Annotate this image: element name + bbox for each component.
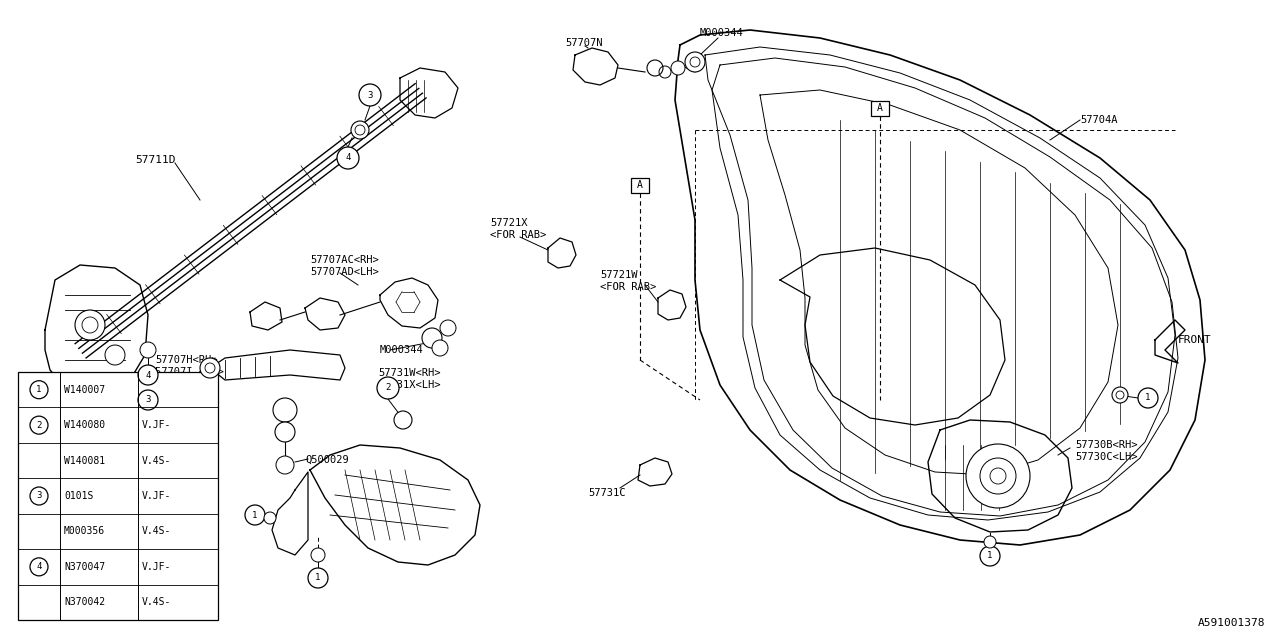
Circle shape [422,328,442,348]
Circle shape [264,512,276,524]
Bar [631,177,649,193]
Text: 57707H<RH>: 57707H<RH> [155,355,218,365]
Text: V.JF-: V.JF- [142,491,172,501]
Circle shape [1112,387,1128,403]
Text: A: A [877,103,883,113]
Circle shape [671,61,685,75]
Text: N370042: N370042 [64,597,105,607]
Circle shape [984,536,996,548]
Text: W140080: W140080 [64,420,105,430]
Text: 1: 1 [315,573,321,582]
Bar [18,372,218,620]
Text: 57730B<RH>: 57730B<RH> [1075,440,1138,450]
Text: 57707N: 57707N [564,38,603,48]
Text: M000344: M000344 [700,28,744,38]
Bar [870,100,890,115]
Circle shape [29,416,49,434]
Text: <FOR RAB>: <FOR RAB> [600,282,657,292]
Text: 1: 1 [36,385,42,394]
Text: 3: 3 [367,90,372,99]
Circle shape [1138,388,1158,408]
Circle shape [378,377,399,399]
Text: 0101S: 0101S [64,491,93,501]
Circle shape [244,505,265,525]
Circle shape [337,147,358,169]
Circle shape [358,84,381,106]
Circle shape [200,358,220,378]
Circle shape [311,548,325,562]
Circle shape [980,546,1000,566]
Text: 57731X<LH>: 57731X<LH> [378,380,440,390]
Circle shape [138,390,157,410]
Text: 57711D: 57711D [134,155,175,165]
Text: 57707AD<LH>: 57707AD<LH> [310,267,379,277]
Circle shape [138,365,157,385]
Text: M000344: M000344 [380,345,424,355]
Circle shape [29,558,49,576]
Text: 57731C: 57731C [588,488,626,498]
Text: 57707AC<RH>: 57707AC<RH> [310,255,379,265]
Text: 2: 2 [36,420,42,429]
Circle shape [685,52,705,72]
Circle shape [29,381,49,399]
Text: W140081: W140081 [64,456,105,465]
Text: <FOR RAB>: <FOR RAB> [490,230,547,240]
Circle shape [76,310,105,340]
Text: 57730C<LH>: 57730C<LH> [1075,452,1138,462]
Text: 3: 3 [36,492,42,500]
Text: W140007: W140007 [64,385,105,395]
Circle shape [394,411,412,429]
Text: 3: 3 [146,396,151,404]
Text: Q500029: Q500029 [305,455,348,465]
Text: 4: 4 [36,563,42,572]
Text: 1: 1 [252,511,257,520]
Text: 1: 1 [987,552,993,561]
Circle shape [433,340,448,356]
Text: V.4S-: V.4S- [142,456,172,465]
Circle shape [966,444,1030,508]
Text: N370047: N370047 [64,562,105,572]
Circle shape [646,60,663,76]
Circle shape [273,398,297,422]
Text: 57707I <LH>: 57707I <LH> [155,367,224,377]
Circle shape [276,456,294,474]
Text: V.4S-: V.4S- [142,527,172,536]
Circle shape [351,121,369,139]
Circle shape [440,320,456,336]
Text: 2: 2 [385,383,390,392]
Text: 57731W<RH>: 57731W<RH> [378,368,440,378]
Text: 1: 1 [1146,394,1151,403]
Text: M000356: M000356 [64,527,105,536]
Text: 4: 4 [346,154,351,163]
Text: 57721W: 57721W [600,270,637,280]
Circle shape [140,342,156,358]
Text: A591001378: A591001378 [1198,618,1265,628]
Text: 57721X: 57721X [490,218,527,228]
Circle shape [275,422,294,442]
Text: FRONT: FRONT [1178,335,1212,345]
Text: V.4S-: V.4S- [142,597,172,607]
Circle shape [105,345,125,365]
Text: 57704A: 57704A [1080,115,1117,125]
Circle shape [29,487,49,505]
Text: V.JF-: V.JF- [142,562,172,572]
Circle shape [308,568,328,588]
Text: 4: 4 [146,371,151,380]
Text: A: A [637,180,643,190]
Text: V.JF-: V.JF- [142,420,172,430]
